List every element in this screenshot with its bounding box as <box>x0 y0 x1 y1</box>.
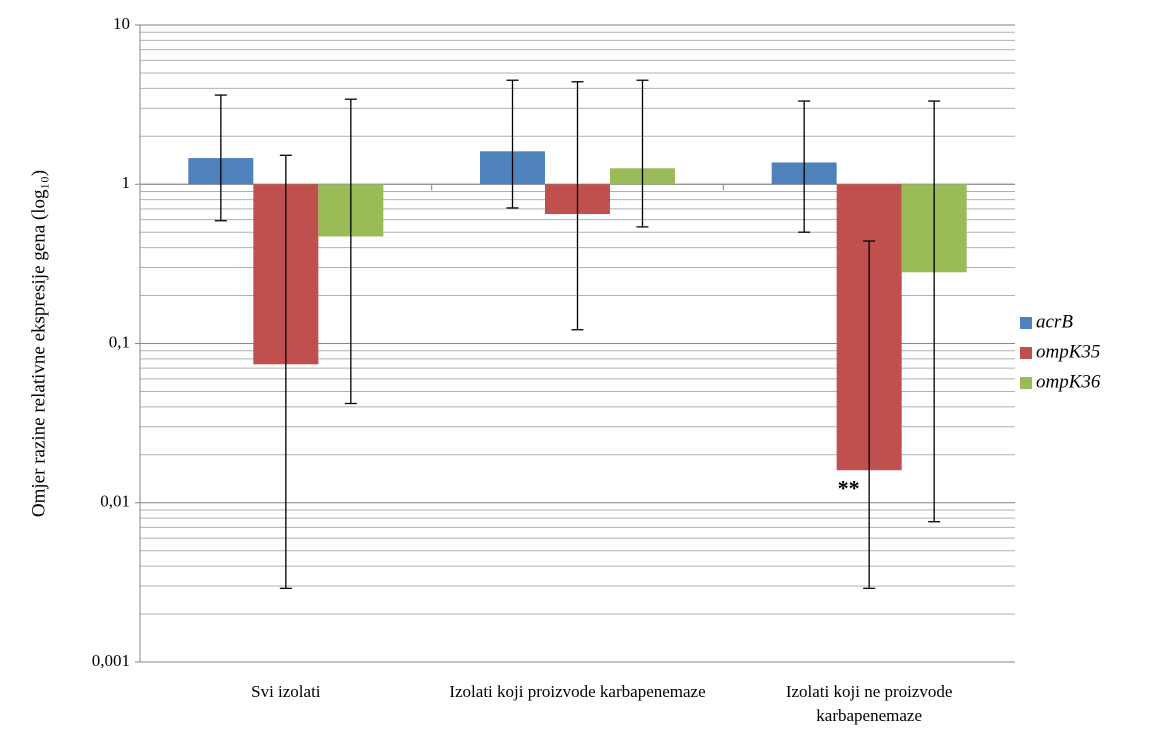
legend-label: ompK36 <box>1036 371 1101 392</box>
legend-swatch <box>1020 317 1032 329</box>
legend-label: ompK35 <box>1036 341 1100 362</box>
y-tick-label: 1 <box>122 173 131 192</box>
x-tick-label: Svi izolati <box>251 682 321 701</box>
x-tick-label: Izolati koji proizvode karbapenemaze <box>449 682 706 701</box>
y-tick-label: 0,1 <box>109 332 130 351</box>
x-tick-label: Izolati koji ne proizvode karbapenemaze <box>785 682 953 725</box>
error-bar <box>636 79 649 228</box>
y-tick-label: 0,01 <box>100 492 130 511</box>
error-bar <box>571 81 584 331</box>
annotation: ** <box>838 475 860 500</box>
error-bar <box>928 100 941 523</box>
error-bar <box>214 94 227 222</box>
legend-label: acrB <box>1036 311 1073 332</box>
error-bar <box>798 100 811 233</box>
error-bar <box>279 154 292 590</box>
error-bar <box>506 79 519 209</box>
error-bar <box>863 240 876 590</box>
y-axis-title: Omjer razine relativne ekspresije gena (… <box>28 170 49 517</box>
legend-swatch <box>1020 377 1032 389</box>
y-tick-label: 0,001 <box>92 651 130 670</box>
y-tick-label: 10 <box>113 14 130 33</box>
legend-swatch <box>1020 347 1032 359</box>
error-bar <box>344 98 357 405</box>
